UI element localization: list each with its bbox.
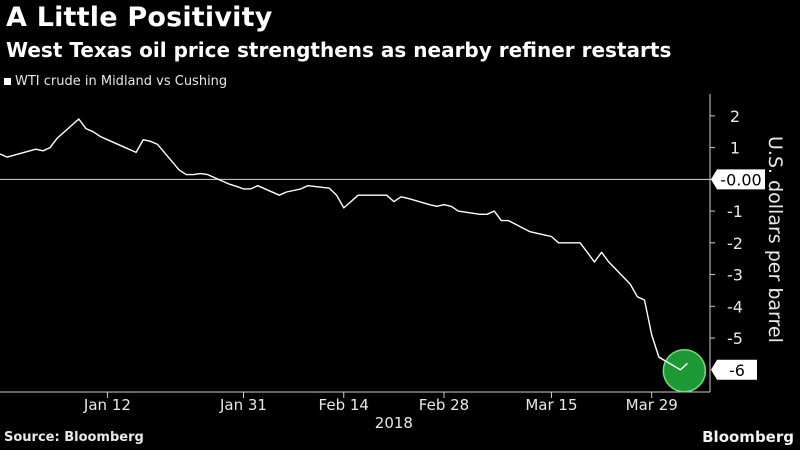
y-tick-label: -5	[727, 329, 743, 348]
legend-label: WTI crude in Midland vs Cushing	[15, 74, 228, 89]
x-tick-label: Mar 29	[626, 396, 678, 414]
y-tick-label: -3	[727, 266, 743, 285]
x-tick-label: Jan 31	[219, 396, 267, 414]
zero-value-badge: -0.00	[711, 169, 765, 190]
y-tick-label: -2	[727, 234, 743, 253]
zero-value-badge-box	[711, 169, 765, 190]
last-value-badge: -6	[711, 359, 757, 380]
y-tick-label: 2	[730, 107, 740, 126]
y-tick-label: -1	[727, 202, 743, 221]
x-tick-label: Feb 14	[319, 396, 369, 414]
source-note: Source: Bloomberg	[4, 430, 144, 445]
series-line	[0, 118, 688, 371]
chart-title: A Little Positivity	[6, 2, 273, 33]
y-axis-label-text: U.S. dollars per barrel	[764, 136, 786, 343]
x-tick-label: Mar 15	[525, 396, 577, 414]
last-value-badge-text: -6	[729, 361, 745, 380]
x-tick-label: Feb 28	[419, 396, 469, 414]
chart-subtitle: West Texas oil price strengthens as near…	[6, 38, 672, 62]
y-tick-label: -4	[727, 297, 743, 316]
y-tick-label: 1	[730, 139, 740, 158]
y-axis-label: U.S. dollars per barrel	[718, 136, 798, 386]
series-line-tail	[658, 356, 688, 371]
x-tick-label: Jan 12	[83, 396, 131, 414]
bloomberg-logo: Bloomberg	[702, 428, 794, 446]
legend-swatch	[4, 78, 11, 85]
zero-value-badge-text: -0.00	[720, 170, 761, 189]
legend: WTI crude in Midland vs Cushing	[4, 74, 227, 89]
last-value-badge-box	[711, 359, 757, 380]
x-year-label: 2018	[375, 414, 413, 432]
highlight-circle	[662, 349, 707, 393]
